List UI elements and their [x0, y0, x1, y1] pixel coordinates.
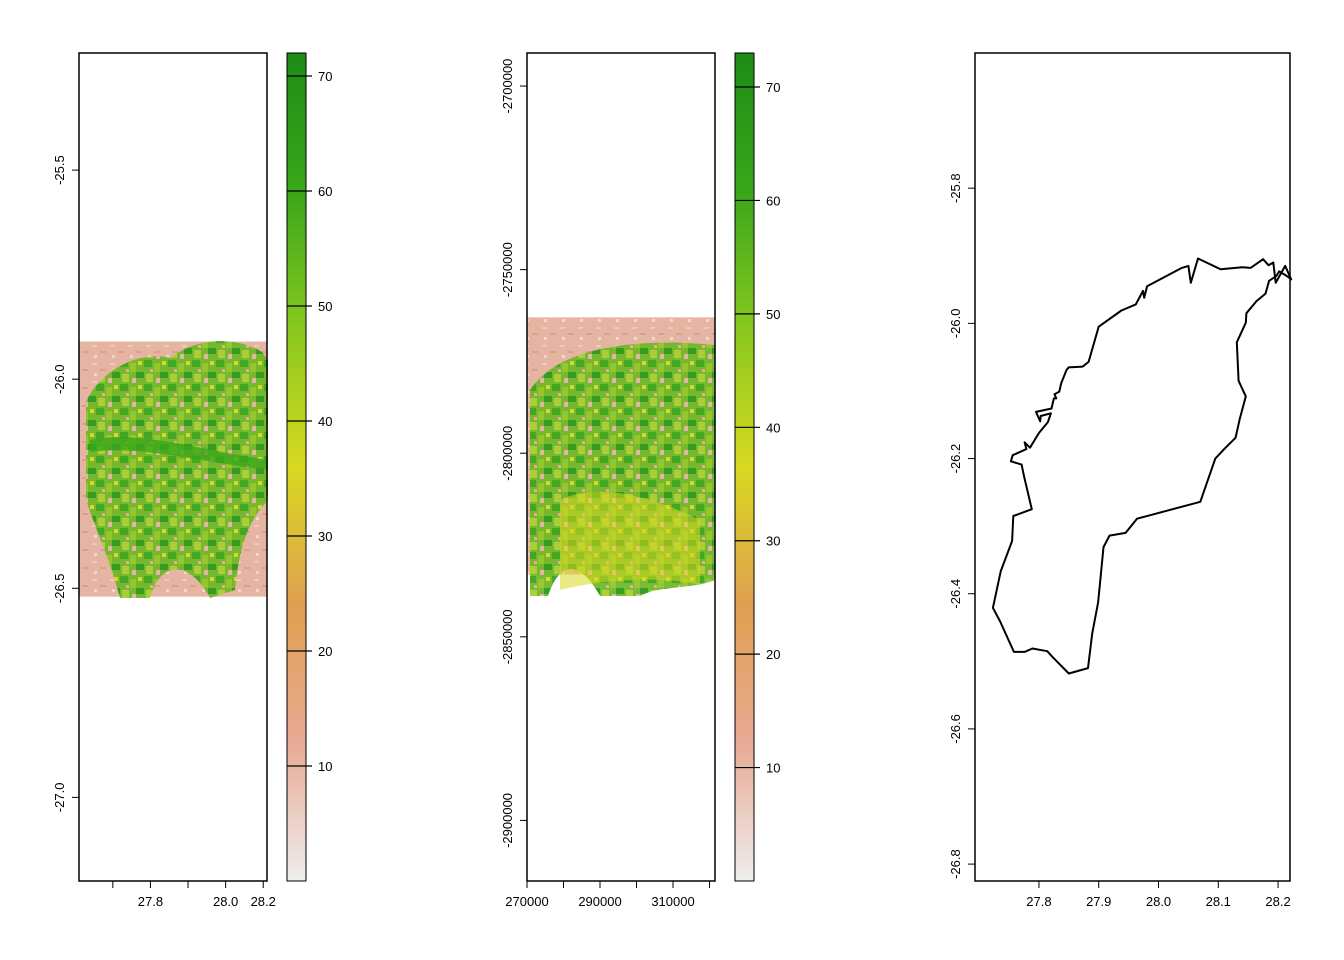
panel-1-raster	[79, 341, 268, 598]
panel-1: 27.8 28.0 28.2 -25.5 -26.0 -26.5 -27.0 10 20 30…	[52, 53, 332, 909]
panel-2: 270000 290000 310000 -2700000 -2750000 -2800…	[500, 53, 780, 909]
panel-2-y-tick-label: -2850000	[500, 609, 515, 664]
legend-tick-label: 10	[318, 759, 332, 774]
legend-tick-label: 20	[318, 644, 332, 659]
panel-3-y-tick-label: -26.2	[948, 444, 963, 474]
panel-2-y-tick-label: -2750000	[500, 242, 515, 297]
panel-3-x-tick-label: 27.9	[1086, 894, 1111, 909]
panel-1-legend: 10 20 30 40 50 60 70	[287, 53, 332, 881]
panel-2-y-tick-label: -2800000	[500, 426, 515, 481]
legend-tick-label: 30	[318, 529, 332, 544]
panel-1-y-axis: -25.5 -26.0 -26.5 -27.0	[52, 155, 79, 812]
panel-1-x-axis: 27.8 28.0 28.2	[113, 881, 276, 909]
legend-tick-label: 50	[766, 307, 780, 322]
panel-2-raster	[527, 317, 715, 596]
legend-tick-label: 70	[318, 69, 332, 84]
panel-3-y-tick-label: -26.8	[948, 849, 963, 879]
panel-2-x-tick-label: 290000	[578, 894, 621, 909]
legend-tick-label: 50	[318, 299, 332, 314]
legend-tick-label: 40	[318, 414, 332, 429]
panel-2-x-tick-label: 310000	[651, 894, 694, 909]
panel-3-x-tick-label: 28.0	[1146, 894, 1171, 909]
panel-2-y-axis: -2700000 -2750000 -2800000 -2850000 -2900000	[500, 59, 527, 848]
legend-tick-label: 70	[766, 80, 780, 95]
legend-tick-label: 10	[766, 761, 780, 776]
panel-2-legend: 10 20 30 40 50 60 70	[735, 53, 780, 881]
legend-tick-label: 20	[766, 647, 780, 662]
panel-3-x-tick-label: 28.1	[1206, 894, 1231, 909]
panel-3-y-axis: -25.8 -26.0 -26.2 -26.4 -26.6 -26.8	[948, 173, 975, 879]
panel-1-y-tick-label: -27.0	[52, 783, 67, 813]
panel-3-boundary-polygon	[993, 259, 1291, 674]
panel-3-x-tick-label: 27.8	[1026, 894, 1051, 909]
panel-1-x-tick-label: 28.0	[213, 894, 238, 909]
panel-3-y-tick-label: -26.0	[948, 309, 963, 339]
panel-2-y-tick-label: -2700000	[500, 59, 515, 114]
panel-2-y-tick-label: -2900000	[500, 793, 515, 848]
panel-2-x-axis: 270000 290000 310000	[505, 881, 709, 909]
legend-tick-label: 40	[766, 420, 780, 435]
panel-1-x-tick-label: 27.8	[138, 894, 163, 909]
panel-3-x-tick-label: 28.2	[1265, 894, 1290, 909]
panel-3: 27.8 27.9 28.0 28.1 28.2 -25.8 -26.0 -26.2 -26.…	[948, 53, 1291, 909]
panel-1-x-tick-label: 28.2	[251, 894, 276, 909]
legend-tick-label: 60	[766, 193, 780, 208]
panel-1-y-tick-label: -26.5	[52, 573, 67, 603]
panel-3-x-axis: 27.8 27.9 28.0 28.1 28.2	[1026, 881, 1290, 909]
panel-3-y-tick-label: -26.4	[948, 579, 963, 609]
panel-1-y-tick-label: -25.5	[52, 155, 67, 185]
panel-1-y-tick-label: -26.0	[52, 364, 67, 394]
panel-3-y-tick-label: -25.8	[948, 173, 963, 203]
panel-2-legend-colorbar	[735, 53, 754, 881]
legend-tick-label: 30	[766, 534, 780, 549]
panel-1-legend-colorbar	[287, 53, 306, 881]
panel-3-y-tick-label: -26.6	[948, 714, 963, 744]
panel-2-x-tick-label: 270000	[505, 894, 548, 909]
legend-tick-label: 60	[318, 184, 332, 199]
